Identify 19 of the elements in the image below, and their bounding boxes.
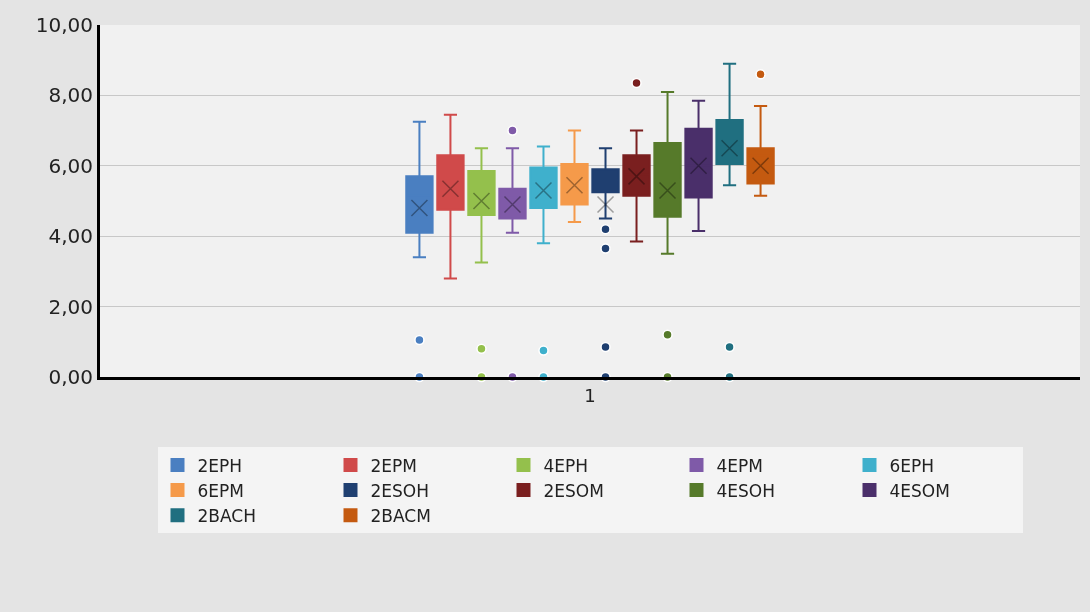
- legend-label: 4ESOH: [716, 480, 776, 501]
- legend-label: 6EPM: [197, 480, 244, 501]
- legend-label: 2EPM: [370, 455, 417, 476]
- legend-label: 2BACH: [197, 505, 256, 526]
- y-tick-label: 10,00: [35, 13, 93, 37]
- y-tick-label: 8,00: [48, 83, 93, 108]
- y-tick-label: 2,00: [48, 294, 93, 319]
- x-tick-label: 1: [584, 384, 596, 406]
- y-tick-label: 6,00: [48, 153, 93, 178]
- legend-label: 4ESOM: [889, 480, 950, 501]
- legend-label: 2BACM: [370, 505, 431, 526]
- y-tick-label: 0,00: [48, 365, 93, 389]
- legend-label: 2ESOH: [370, 480, 430, 501]
- legend-label: 4EPH: [543, 455, 589, 476]
- legend-label: 2EPH: [197, 455, 243, 476]
- legend-label: 6EPH: [889, 455, 935, 476]
- legend-label: 2ESOM: [543, 480, 604, 501]
- y-tick-label: 4,00: [48, 224, 93, 249]
- legend-label: 4EPM: [716, 455, 763, 476]
